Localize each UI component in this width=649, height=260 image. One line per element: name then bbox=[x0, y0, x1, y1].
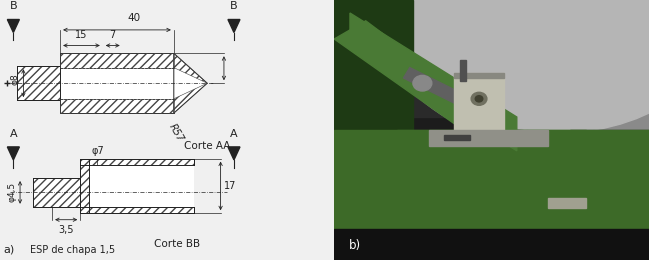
Text: 17: 17 bbox=[224, 181, 236, 191]
Bar bbox=[428, 130, 548, 146]
Circle shape bbox=[471, 92, 487, 105]
Bar bbox=[548, 198, 586, 208]
Bar bbox=[34, 178, 80, 207]
Text: 3,5: 3,5 bbox=[58, 225, 74, 235]
Polygon shape bbox=[404, 68, 472, 109]
Bar bbox=[397, 130, 586, 229]
Bar bbox=[334, 0, 413, 260]
Bar bbox=[80, 207, 194, 213]
Text: Corte BB: Corte BB bbox=[154, 239, 200, 249]
Text: φ4,5: φ4,5 bbox=[8, 182, 17, 203]
Text: ESP de chapa 1,5: ESP de chapa 1,5 bbox=[30, 245, 116, 255]
Text: 15: 15 bbox=[75, 30, 88, 40]
Text: φ7: φ7 bbox=[92, 146, 104, 156]
Circle shape bbox=[475, 96, 483, 102]
Bar bbox=[334, 229, 649, 260]
Polygon shape bbox=[174, 53, 207, 113]
Text: a): a) bbox=[3, 245, 14, 255]
Bar bbox=[80, 159, 194, 165]
Text: Corte AA: Corte AA bbox=[184, 141, 230, 151]
Circle shape bbox=[413, 75, 432, 91]
Bar bbox=[60, 53, 174, 113]
Polygon shape bbox=[7, 20, 19, 32]
Bar bbox=[460, 60, 467, 81]
Bar bbox=[60, 53, 174, 68]
Bar bbox=[445, 135, 470, 140]
Polygon shape bbox=[334, 21, 539, 161]
Text: B: B bbox=[10, 2, 17, 11]
Polygon shape bbox=[228, 20, 240, 32]
Polygon shape bbox=[7, 147, 19, 160]
Polygon shape bbox=[350, 13, 517, 151]
Bar bbox=[454, 73, 504, 78]
Text: R57: R57 bbox=[167, 122, 186, 144]
Bar bbox=[88, 165, 194, 207]
Text: A: A bbox=[10, 129, 17, 139]
Bar bbox=[334, 231, 375, 260]
Bar bbox=[17, 66, 60, 100]
Text: B: B bbox=[230, 2, 238, 11]
Bar bbox=[80, 159, 88, 213]
Bar bbox=[334, 0, 649, 117]
Bar bbox=[454, 73, 504, 130]
Text: 7: 7 bbox=[110, 30, 116, 40]
Bar bbox=[80, 159, 88, 213]
Polygon shape bbox=[228, 147, 240, 160]
Text: φ8: φ8 bbox=[10, 73, 19, 85]
Bar bbox=[80, 207, 194, 213]
Bar bbox=[334, 130, 649, 229]
Text: b): b) bbox=[349, 239, 361, 252]
Bar bbox=[570, 130, 649, 260]
Bar bbox=[80, 159, 194, 165]
Text: 40: 40 bbox=[127, 14, 140, 23]
Text: A: A bbox=[230, 129, 238, 139]
Bar bbox=[60, 99, 174, 113]
Circle shape bbox=[366, 0, 649, 148]
Circle shape bbox=[385, 0, 649, 133]
